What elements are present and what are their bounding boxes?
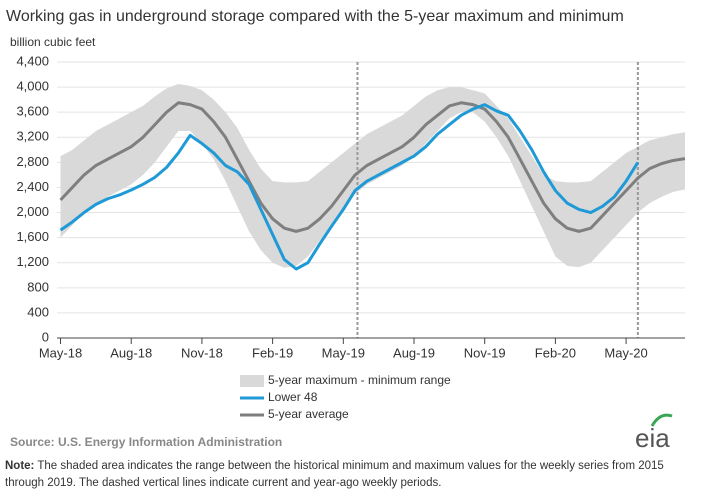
source: Source: U.S. Energy Information Administ…	[10, 435, 282, 449]
x-tick-label: Aug-19	[393, 345, 435, 360]
note-label: Note:	[5, 460, 35, 472]
x-tick-label: Feb-19	[252, 345, 293, 360]
y-tick-label: 1,600	[16, 229, 49, 244]
y-tick-label: 2,000	[16, 204, 49, 219]
x-tick-label: Aug-18	[110, 345, 152, 360]
y-axis-label: billion cubic feet	[10, 35, 96, 49]
x-tick-label: Nov-18	[181, 345, 223, 360]
chart: Working gas in underground storage compa…	[6, 8, 686, 453]
legend-label: 5-year average	[268, 407, 349, 421]
note-text: The shaded area indicates the range betw…	[5, 460, 664, 489]
y-tick-label: 400	[27, 304, 49, 319]
x-tick-label: Feb-20	[535, 345, 576, 360]
y-tick-label: 2,400	[16, 179, 49, 194]
legend-label: Lower 48	[268, 390, 318, 404]
note: Note: The shaded area indicates the rang…	[5, 458, 705, 492]
x-tick-label: May-18	[39, 345, 82, 360]
y-tick-label: 3,200	[16, 129, 49, 144]
y-tick-label: 0	[42, 329, 49, 344]
y-tick-label: 4,000	[16, 79, 49, 94]
legend-label: 5-year maximum - minimum range	[268, 373, 451, 387]
chart-title: Working gas in underground storage compa…	[6, 8, 624, 25]
logo: eia	[635, 423, 670, 453]
series-line	[59, 103, 640, 271]
range-band	[60, 83, 685, 268]
y-tick-label: 2,800	[16, 154, 49, 169]
logo-leaf	[650, 413, 673, 427]
y-tick-label: 4,400	[16, 53, 49, 68]
y-tick-label: 1,200	[16, 254, 49, 269]
series-line	[59, 101, 686, 233]
legend-swatch	[240, 375, 264, 387]
x-tick-label: May-19	[322, 345, 365, 360]
y-tick-label: 800	[27, 279, 49, 294]
x-tick-label: May-20	[604, 345, 647, 360]
y-tick-label: 3,600	[16, 104, 49, 119]
x-tick-label: Nov-19	[464, 345, 506, 360]
